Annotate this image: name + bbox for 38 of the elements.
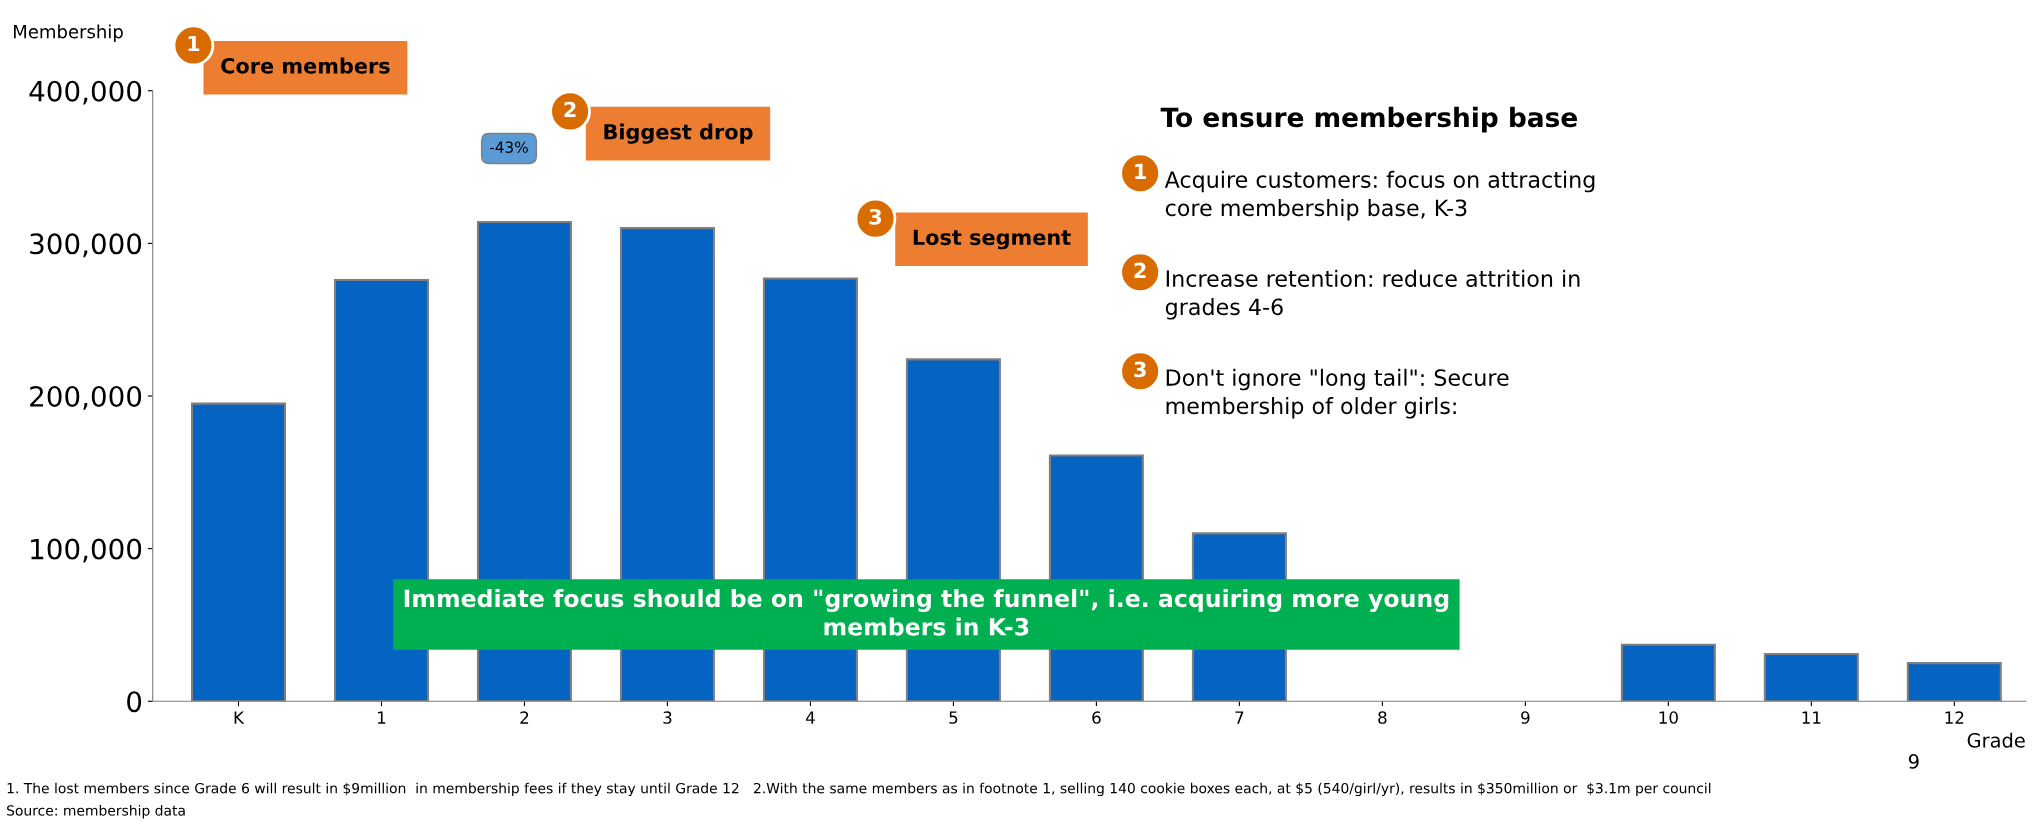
y-tick-label: 400,000 bbox=[29, 80, 142, 105]
text: 1. The lost members since Grade 6 will result in $9million in membership fees if they stay until Grade 12 2.With the same members as in footnote 1, selling 140 cookie boxes each, at $5 (540/girl/yr), results in $350million or $3.1m per council bbox=[7, 782, 1711, 797]
annotation: Lost segment bbox=[913, 229, 1071, 250]
x-tick-label: 6 bbox=[1092, 711, 1101, 724]
x-tick-label: K bbox=[234, 711, 245, 724]
annotation: 3 bbox=[869, 208, 882, 225]
x-tick-label: 10 bbox=[1659, 711, 1678, 724]
annotation: 1 bbox=[1135, 163, 1146, 179]
x-tick-label: 11 bbox=[1802, 711, 1821, 724]
annotation: 3 bbox=[1134, 361, 1146, 378]
annotation: 2 bbox=[564, 101, 576, 118]
x-tick-label: 7 bbox=[1235, 711, 1244, 724]
y-tick-label: 100,000 bbox=[31, 538, 142, 563]
x-tick-label: 2 bbox=[520, 711, 529, 724]
x-tick-label: 1 bbox=[378, 711, 386, 724]
annotation: To ensure membership base bbox=[1160, 106, 1577, 133]
y-axis-title: Membership bbox=[13, 24, 123, 42]
annotation: Immediate focus should be on "growing the funnel", i.e. acquiring more young members in K-3 bbox=[404, 588, 1449, 636]
source-note: Source: membership data bbox=[7, 804, 185, 819]
annotation: 2 bbox=[1134, 262, 1146, 278]
annotation: Increase retention: reduce attrition in grades 4-6 bbox=[1165, 269, 1580, 320]
y-tick-label: 0 bbox=[127, 691, 142, 713]
text: 9 bbox=[1908, 754, 1919, 769]
x-tick-label: 12 bbox=[1945, 711, 1964, 724]
y-tick-label: 200,000 bbox=[30, 385, 142, 410]
x-tick-label: 5 bbox=[949, 711, 958, 724]
text: 1 bbox=[188, 35, 200, 52]
x-axis-title: Grade bbox=[1967, 732, 2025, 748]
text: Core members bbox=[221, 57, 390, 74]
annotation: -43% bbox=[490, 141, 528, 153]
x-tick-label: 9 bbox=[1521, 711, 1530, 724]
y-tick-label: 300,000 bbox=[30, 233, 142, 258]
annotation: Don't ignore "long tail": Secure membership of older girls: bbox=[1166, 368, 1509, 419]
x-tick-label: 4 bbox=[805, 711, 815, 724]
annotation: Biggest drop bbox=[604, 123, 753, 144]
annotation: Acquire customers: focus on attracting core membership base, K-3 bbox=[1164, 170, 1595, 221]
x-tick-label: 3 bbox=[663, 711, 672, 724]
x-tick-label: 8 bbox=[1378, 711, 1387, 724]
